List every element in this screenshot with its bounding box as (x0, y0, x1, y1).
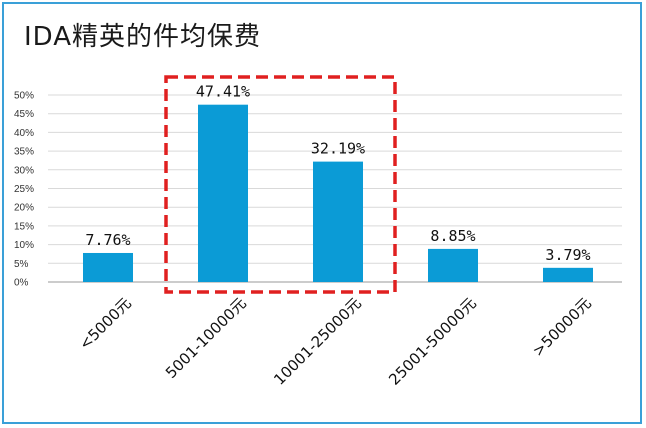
bar (313, 161, 363, 282)
data-label: 8.85% (430, 227, 475, 245)
y-tick-label: 20% (14, 203, 34, 214)
y-tick-label: 15% (14, 221, 34, 232)
y-tick-label: 45% (14, 109, 34, 120)
x-tick-label: 10001-25000元 (270, 294, 365, 389)
x-tick-label: <5000元 (76, 294, 135, 353)
bar (428, 248, 478, 282)
y-tick-label: 40% (14, 128, 34, 139)
y-tick-label: 25% (14, 184, 34, 195)
y-tick-label: 10% (14, 240, 34, 251)
bar (198, 104, 248, 282)
y-tick-label: 0% (14, 278, 29, 289)
x-tick-label: >50000元 (529, 294, 595, 360)
chart-title: IDA精英的件均保费 (24, 22, 262, 52)
data-label: 32.19% (311, 140, 365, 158)
data-label: 7.76% (85, 231, 130, 249)
data-label: 47.41% (196, 83, 250, 101)
x-tick-label: 25001-50000元 (385, 294, 480, 389)
y-tick-label: 30% (14, 165, 34, 176)
bar (543, 267, 593, 282)
bar (83, 252, 133, 282)
y-tick-label: 35% (14, 147, 34, 158)
y-tick-label: 50% (14, 91, 34, 102)
highlight-box (164, 75, 397, 294)
y-tick-label: 5% (14, 259, 29, 270)
x-tick-label: 5001-10000元 (162, 294, 250, 382)
data-label: 3.79% (545, 246, 590, 264)
